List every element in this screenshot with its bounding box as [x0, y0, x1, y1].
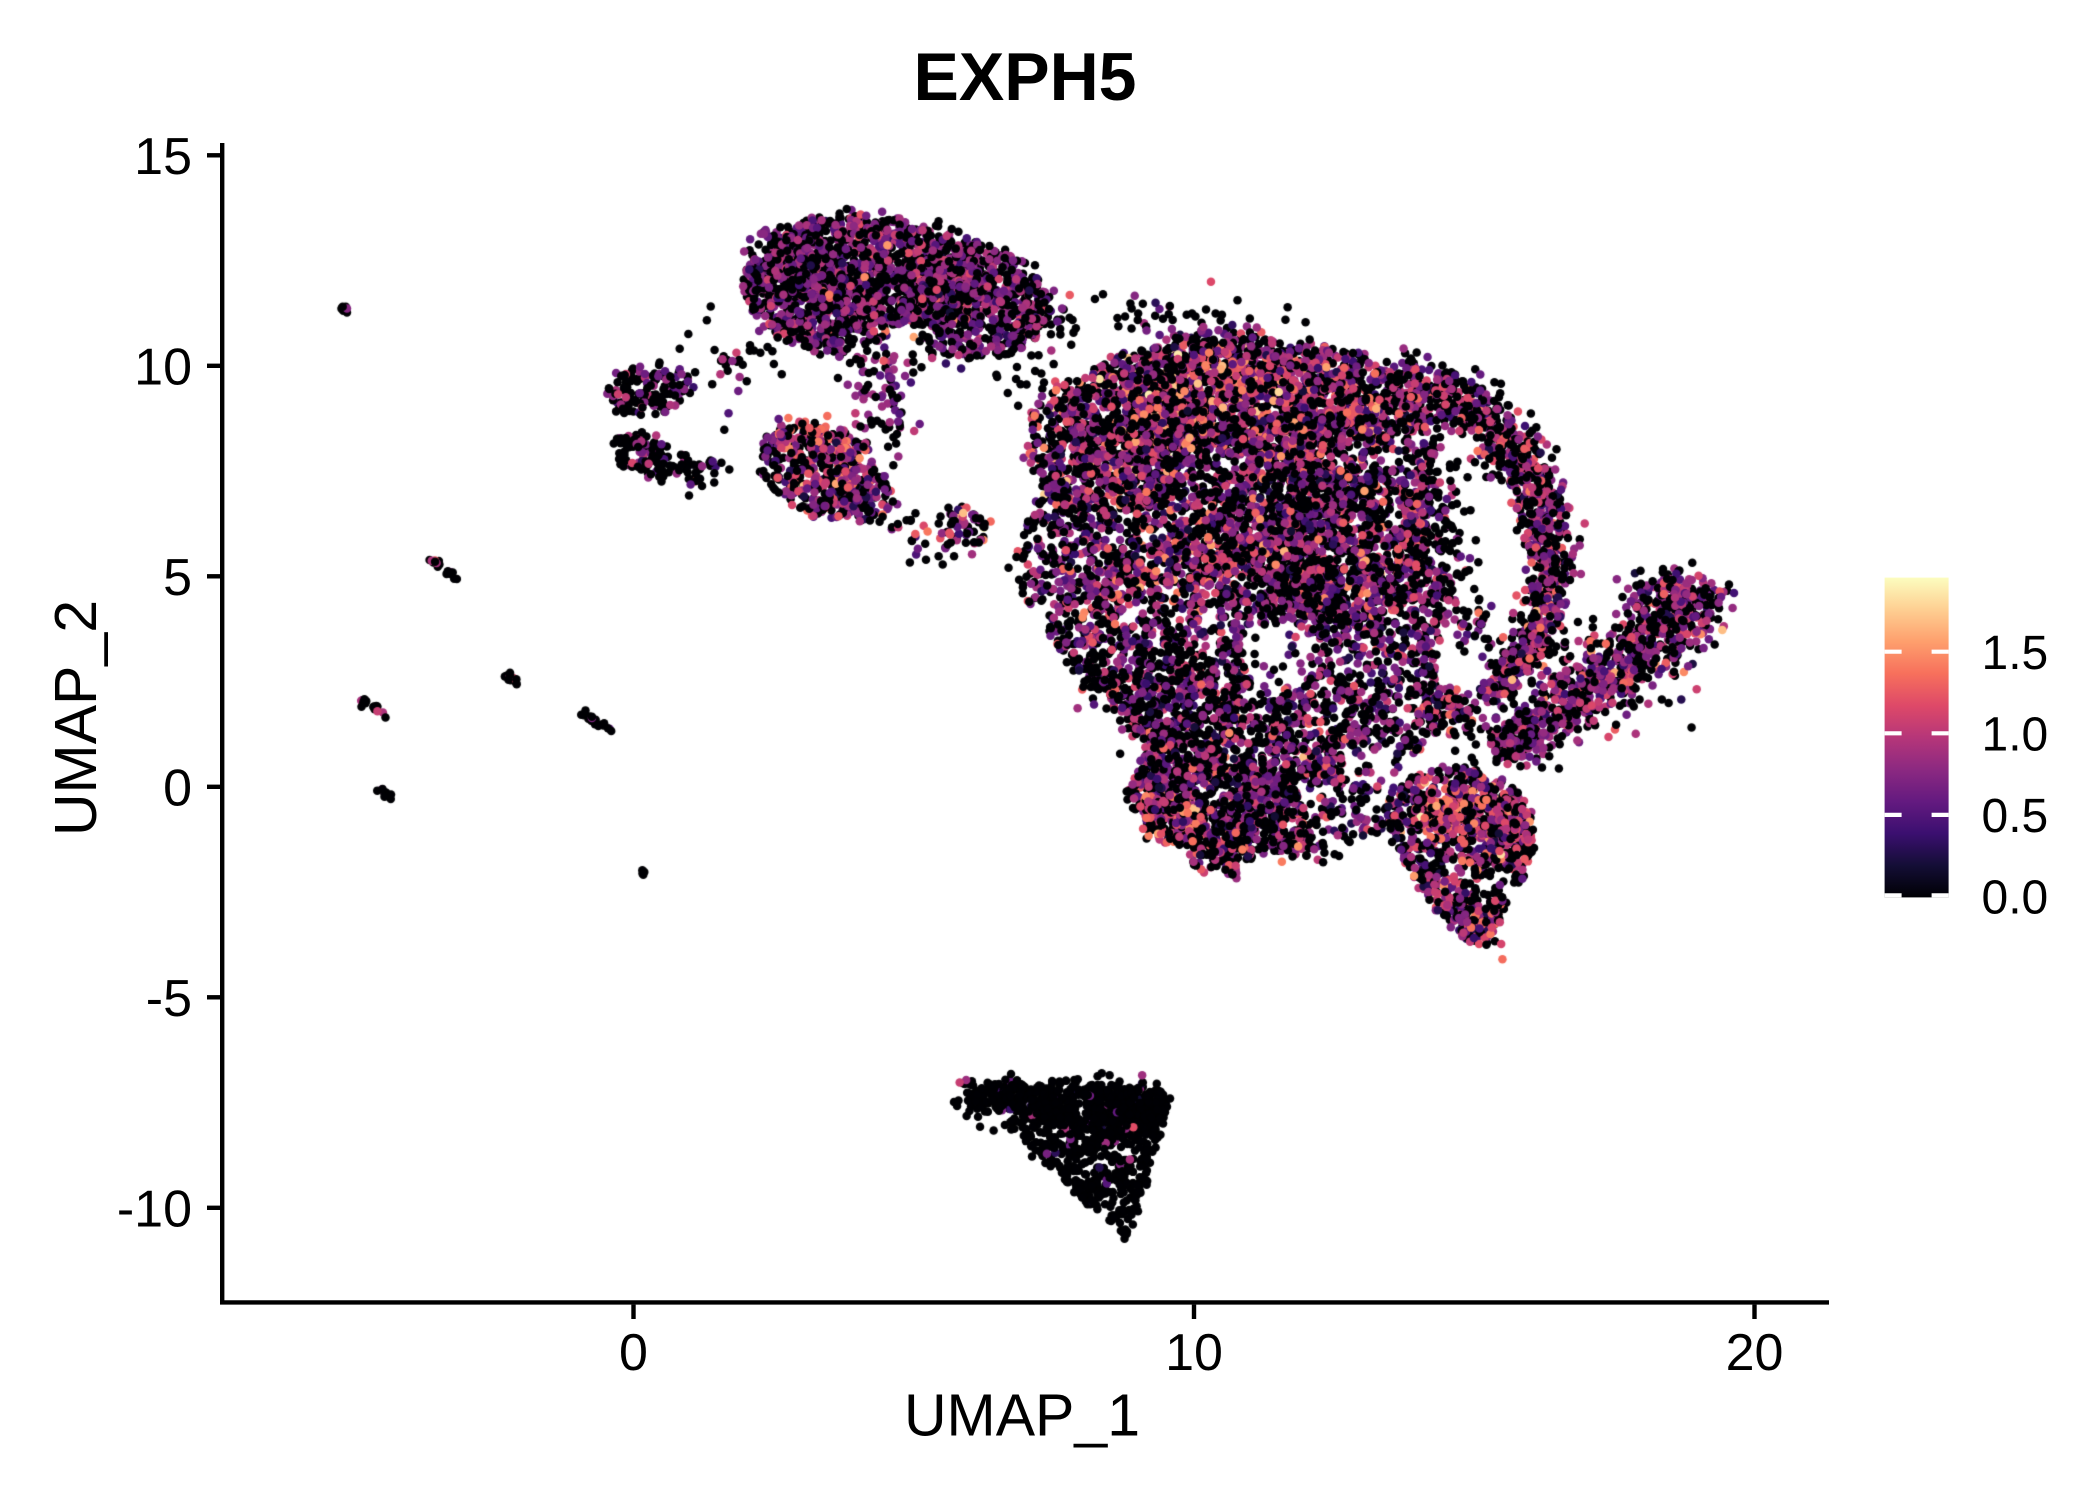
svg-text:20: 20	[1726, 1324, 1784, 1382]
svg-text:-5: -5	[146, 970, 192, 1028]
svg-text:10: 10	[134, 338, 192, 396]
svg-text:UMAP_2: UMAP_2	[43, 600, 109, 836]
svg-text:1.0: 1.0	[1982, 709, 2049, 762]
svg-text:0: 0	[163, 759, 192, 817]
svg-text:0.5: 0.5	[1982, 790, 2049, 843]
svg-text:10: 10	[1165, 1324, 1223, 1382]
svg-text:5: 5	[163, 549, 192, 607]
svg-text:UMAP_1: UMAP_1	[904, 1383, 1140, 1449]
svg-text:1.5: 1.5	[1982, 627, 2049, 680]
svg-text:EXPH5: EXPH5	[914, 39, 1137, 115]
svg-text:15: 15	[134, 128, 192, 186]
svg-text:0.0: 0.0	[1982, 872, 2049, 925]
svg-text:0: 0	[619, 1324, 648, 1382]
svg-text:-10: -10	[117, 1180, 192, 1238]
